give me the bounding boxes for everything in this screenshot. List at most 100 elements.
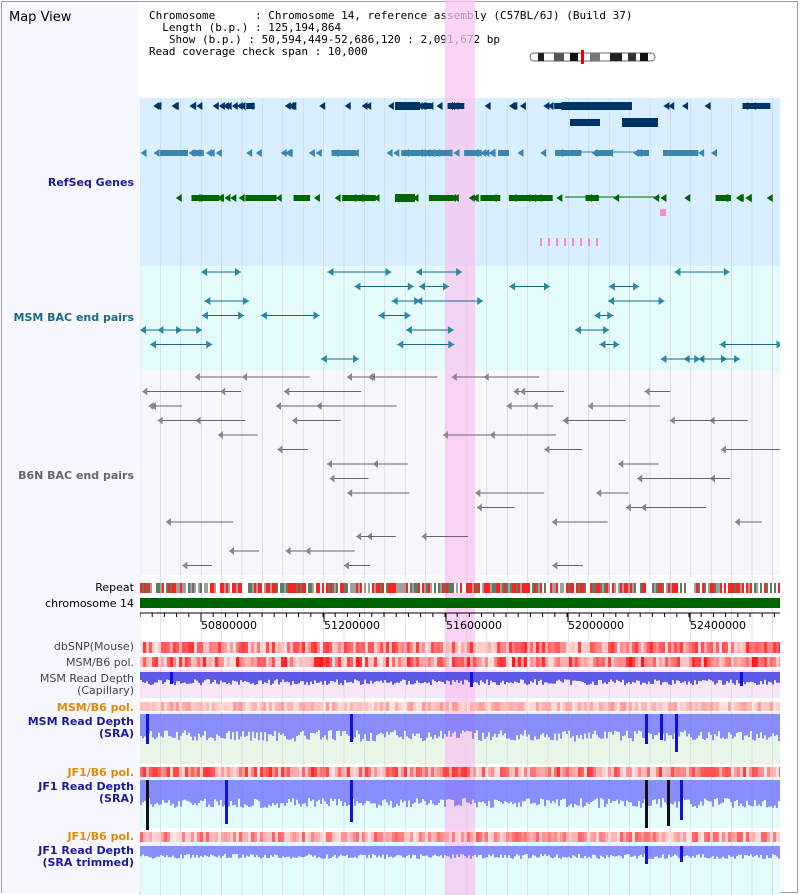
depth-bar (464, 780, 466, 799)
repeat-mark (194, 583, 196, 593)
repeat-mark (566, 583, 568, 593)
pol-mark (404, 657, 407, 667)
depth-bar (736, 672, 738, 681)
pol-mark (653, 657, 656, 667)
depth-bar (520, 672, 522, 680)
pol-mark (707, 642, 710, 653)
depth-bar (256, 714, 258, 733)
depth-bar (428, 714, 430, 733)
pol-mark (467, 657, 470, 667)
pol-mark (209, 642, 212, 653)
depth-bar (190, 780, 192, 803)
pol-mark (719, 642, 722, 653)
gene-arrow (175, 194, 182, 202)
depth-bar (752, 672, 754, 683)
label-b6n-bac[interactable]: B6N BAC end pairs (18, 469, 134, 482)
depth-bar (736, 780, 738, 801)
tracks-panel[interactable]: 50800000 51200000 51600000 52000000 5240… (140, 0, 780, 895)
pol-mark (575, 642, 578, 653)
label-jf1-read-depth-trimmed[interactable]: JF1 Read Depth (SRA trimmed) (38, 844, 134, 869)
tracks-canvas[interactable] (140, 0, 780, 895)
pol-mark (161, 832, 164, 842)
label-msm-read-depth-sra[interactable]: MSM Read Depth (SRA) (27, 715, 134, 740)
pol-mark (479, 767, 482, 777)
depth-bar (546, 780, 548, 800)
depth-bar (574, 714, 576, 742)
depth-bar (610, 714, 612, 732)
pol-mark (347, 832, 350, 842)
pol-mark (347, 702, 350, 711)
pol-mark (320, 767, 323, 777)
depth-bar (302, 846, 304, 858)
pol-mark (332, 657, 335, 667)
label-dbsnp[interactable]: dbSNP(Mouse) (53, 640, 134, 653)
repeat-mark (462, 583, 464, 593)
depth-bar (454, 672, 456, 682)
pol-mark (356, 642, 359, 653)
repeat-mark (754, 583, 756, 593)
depth-bar (488, 846, 490, 855)
depth-bar (704, 780, 706, 799)
pol-mark (404, 642, 407, 653)
label-msm-read-depth-capillary[interactable]: MSM Read Depth (Capillary) (39, 672, 134, 697)
depth-bar (768, 780, 770, 807)
depth-bar (210, 672, 212, 684)
label-chromosome: chromosome 14 (45, 597, 134, 610)
depth-bar (432, 714, 434, 740)
pol-mark (593, 832, 596, 842)
depth-bar (432, 672, 434, 680)
pol-mark (644, 832, 647, 842)
pol-mark (545, 702, 548, 711)
depth-bar (374, 846, 376, 856)
depth-bar (246, 714, 248, 736)
label-jf1-b6-pol-2[interactable]: JF1/B6 pol. (67, 830, 134, 843)
label-refseq-genes[interactable]: RefSeq Genes (47, 176, 134, 189)
pol-mark (581, 657, 584, 667)
pol-mark (296, 832, 299, 842)
depth-bar (696, 846, 698, 855)
depth-bar (690, 846, 692, 858)
gene-feature (464, 150, 482, 156)
b6n-end (277, 445, 283, 454)
pol-mark (368, 767, 371, 777)
depth-bar (676, 672, 678, 681)
repeat-mark (638, 583, 640, 593)
depth-bar (322, 672, 324, 685)
repeat-mark (156, 583, 158, 593)
pol-mark (311, 642, 314, 653)
depth-bar (486, 846, 488, 858)
depth-bar (446, 846, 448, 857)
depth-bar (366, 780, 368, 801)
repeat-mark (556, 583, 558, 593)
repeat-mark (516, 583, 518, 593)
depth-bar (698, 846, 700, 855)
depth-bar (602, 714, 604, 739)
gene-feature (676, 150, 699, 156)
depth-bar (714, 672, 716, 685)
pol-mark (722, 642, 725, 653)
pol-mark (758, 702, 761, 711)
repeat-mark (388, 583, 390, 593)
pol-mark (293, 642, 296, 653)
depth-bar (174, 714, 176, 738)
repeat-mark (548, 583, 550, 593)
depth-bar (580, 672, 582, 682)
label-msm-b6-pol[interactable]: MSM/B6 pol. (66, 656, 134, 669)
depth-bar (564, 714, 566, 732)
depth-bar (596, 846, 598, 858)
label-msm-b6-pol-sra[interactable]: MSM/B6 pol. (56, 701, 134, 714)
label-jf1-read-depth-sra[interactable]: JF1 Read Depth (SRA) (38, 780, 134, 805)
repeat-mark (678, 583, 680, 593)
label-jf1-b6-pol[interactable]: JF1/B6 pol. (67, 766, 134, 779)
depth-bar (320, 672, 322, 682)
pol-mark (596, 657, 599, 667)
depth-bar (322, 714, 324, 738)
pol-mark (308, 657, 311, 667)
depth-bar (542, 714, 544, 734)
depth-bar (622, 846, 624, 859)
pol-mark (269, 642, 272, 653)
pol-mark (695, 767, 698, 777)
label-msm-bac[interactable]: MSM BAC end pairs (13, 311, 134, 324)
depth-bar (624, 672, 626, 685)
